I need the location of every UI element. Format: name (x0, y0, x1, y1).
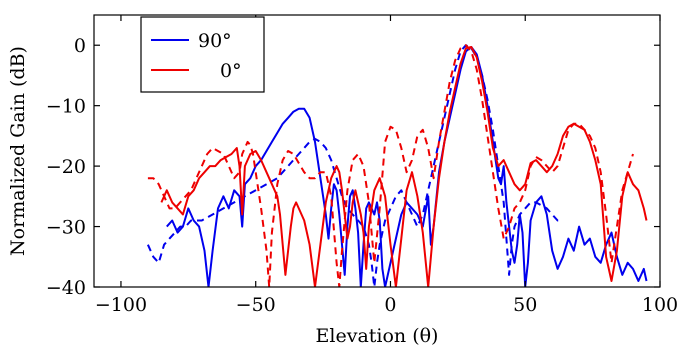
plot-frame (93, 14, 661, 288)
x-tick-label-2: 0 (384, 294, 396, 316)
legend-box (140, 16, 265, 93)
legend-label-0: 0° (220, 60, 242, 82)
ticks-layer: −100 −50 0 50 100 0 −10 −20 −30 −40 (46, 15, 678, 316)
y-tick-label-0: 0 (74, 35, 86, 57)
x-axis-label: Elevation (θ) (316, 325, 439, 347)
x-tick-label-1: −50 (236, 294, 276, 316)
y-tick-label-4: −40 (46, 277, 86, 299)
x-tick-label-3: 50 (513, 294, 537, 316)
legend: 90° 0° (140, 16, 265, 93)
series-line-0 (166, 46, 648, 287)
y-axis-label: Normalized Gain (dB) (7, 46, 29, 256)
series-line-1 (146, 44, 563, 287)
series-layer (146, 44, 648, 287)
x-tick-label-4: 100 (642, 294, 678, 316)
legend-label-90: 90° (198, 30, 232, 52)
y-tick-label-3: −30 (46, 217, 86, 239)
series-line-2 (160, 46, 648, 287)
series-line-3 (147, 44, 634, 287)
y-tick-label-2: −20 (46, 156, 86, 178)
y-tick-label-1: −10 (46, 96, 86, 118)
x-tick-label-0: −100 (95, 294, 147, 316)
